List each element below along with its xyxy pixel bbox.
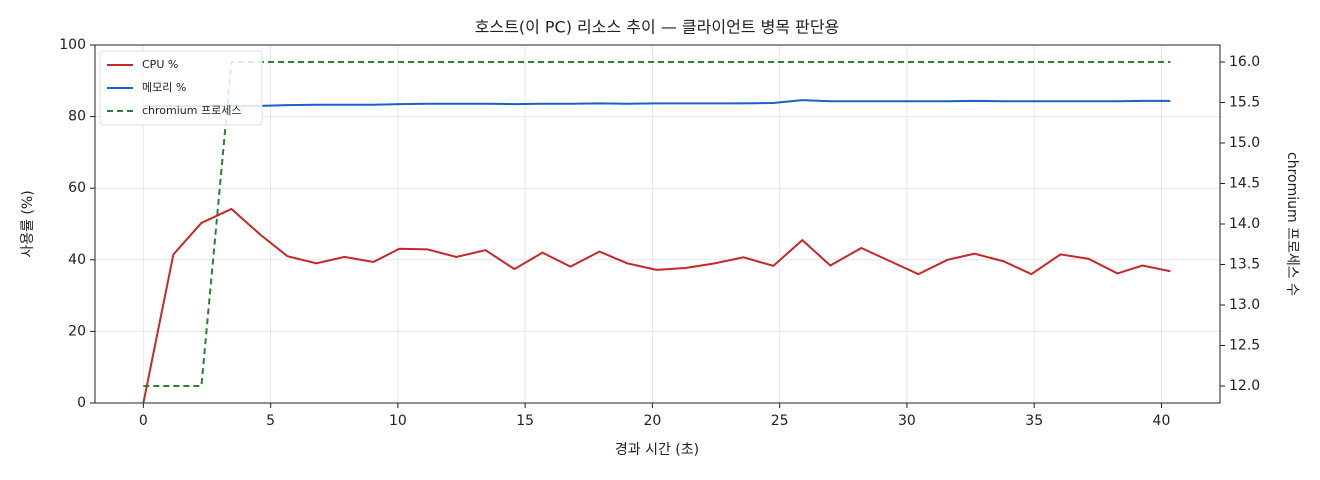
y2-tick-label: 15.5 [1229,95,1260,111]
y2-axis-label: chromium 프로세스 수 [1284,152,1300,296]
x-tick-label: 15 [516,413,534,429]
x-axis-label: 경과 시간 (초) [615,442,699,458]
y2-tick-label: 12.0 [1229,378,1260,394]
y-tick-label: 80 [68,109,86,125]
legend-box [99,50,263,126]
x-tick-label: 25 [771,413,789,429]
y2-tick-label: 14.0 [1229,216,1260,232]
y2-tick-label: 12.5 [1229,337,1260,353]
y-tick-label: 20 [68,323,86,339]
legend: CPU % 메모리 % chromium 프로세스 [99,50,263,126]
legend-label: 메모리 % [142,81,186,94]
x-tick-label: 30 [898,413,916,429]
series-line [143,99,1171,107]
y-tick-label: 0 [77,395,86,411]
legend-label: chromium 프로세스 [142,104,241,117]
series-line [142,207,1171,404]
y-axis-label: 사용률 (%) [20,190,36,257]
x-tick-label: 5 [266,413,275,429]
x-tick-label: 0 [139,413,148,429]
x-tick-label: 35 [1025,413,1043,429]
plot-frame [94,44,1221,404]
chart-title: 호스트(이 PC) 리소스 추이 — 클라이언트 병목 판단용 [475,18,840,37]
x-tick-label: 10 [389,413,407,429]
y2-tick-label: 13.0 [1229,297,1260,313]
y-tick-label: 40 [68,252,86,268]
legend-label: CPU % [142,58,178,71]
y2-tick-label: 16.0 [1229,54,1260,70]
x-tick-label: 40 [1153,413,1171,429]
y-tick-label: 60 [68,180,86,196]
y2-tick-label: 13.5 [1229,256,1260,272]
y2-tick-label: 15.0 [1229,135,1260,151]
y2-tick-label: 14.5 [1229,176,1260,192]
y-tick-label: 100 [59,37,86,53]
x-tick-label: 20 [643,413,661,429]
series-line [143,61,1171,387]
